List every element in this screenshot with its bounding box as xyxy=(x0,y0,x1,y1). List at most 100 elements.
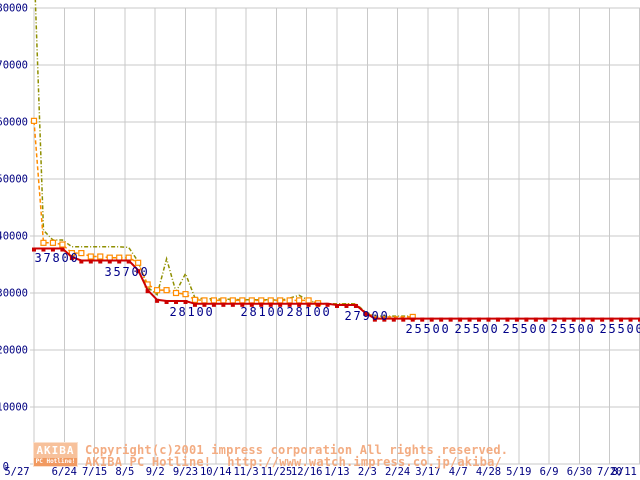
x-tick-label: 11/3 xyxy=(233,466,258,478)
data-point-marker xyxy=(69,256,74,261)
price-annotation: 35700 xyxy=(104,265,149,279)
price-annotation: 25500 xyxy=(550,322,595,336)
data-point-marker xyxy=(126,259,131,264)
price-annotation: 25500 xyxy=(599,322,640,336)
data-point-marker xyxy=(135,259,142,266)
data-point-marker xyxy=(68,250,75,257)
data-point-marker xyxy=(505,317,510,322)
data-point-marker xyxy=(571,317,576,322)
x-tick-label: 8/11 xyxy=(612,466,637,478)
y-tick-label: 70000 xyxy=(0,60,28,72)
x-tick-label: 3/17 xyxy=(415,466,440,478)
data-point-marker xyxy=(183,299,188,304)
x-tick-label: 4/28 xyxy=(476,466,501,478)
data-point-marker xyxy=(202,302,207,307)
price-annotation: 25500 xyxy=(502,322,547,336)
data-point-marker xyxy=(638,317,640,322)
y-tick-label: 10000 xyxy=(0,402,28,414)
data-point-marker xyxy=(136,269,141,274)
data-point-marker xyxy=(619,317,624,322)
series-average-price xyxy=(30,117,416,321)
data-point-marker xyxy=(286,297,293,304)
data-point-marker xyxy=(107,259,112,264)
data-point-marker xyxy=(325,302,330,307)
data-point-marker xyxy=(514,317,519,322)
x-tick-label: 2/24 xyxy=(385,466,410,478)
x-tick-label: 1/13 xyxy=(324,466,349,478)
data-point-marker xyxy=(495,317,500,322)
data-point-marker xyxy=(50,247,55,252)
grid xyxy=(30,7,640,465)
copyright-text: Copyright(c)2001 impress corporation All… xyxy=(85,443,509,457)
x-tick-label: 6/24 xyxy=(52,466,77,478)
data-point-marker xyxy=(240,302,245,307)
y-axis-labels: 80000 70000 60000 50000 40000 30000 20000 10000… xyxy=(0,3,28,474)
data-point-marker xyxy=(40,239,47,246)
data-point-marker xyxy=(458,317,463,322)
data-point-marker xyxy=(221,302,226,307)
data-point-marker xyxy=(609,317,614,322)
data-point-marker xyxy=(477,317,482,322)
data-point-marker xyxy=(486,317,491,322)
data-point-marker xyxy=(277,297,284,304)
data-point-marker xyxy=(98,259,103,264)
data-point-marker xyxy=(335,303,339,308)
x-tick-label: 8/5 xyxy=(115,466,134,478)
y-tick-label: 20000 xyxy=(0,345,28,357)
data-point-marker xyxy=(533,317,538,322)
data-point-marker xyxy=(78,250,85,257)
data-point-marker xyxy=(382,317,387,322)
data-point-marker xyxy=(155,298,160,303)
price-annotation: 25500 xyxy=(405,322,450,336)
data-point-marker xyxy=(116,254,123,261)
data-point-marker xyxy=(363,311,368,316)
data-point-marker xyxy=(467,317,472,322)
site-url-text: http://www.watch.impress.co.jp/akiba/ xyxy=(227,455,502,469)
data-point-marker xyxy=(268,302,273,307)
logo-pchotline-text: PC Hotline! xyxy=(34,458,77,466)
data-point-marker xyxy=(220,297,227,304)
data-point-marker xyxy=(344,303,349,308)
price-annotation: 28100 xyxy=(286,305,331,319)
series-highest-price xyxy=(34,0,413,317)
data-point-marker xyxy=(117,259,122,264)
series-lowest-price xyxy=(32,247,640,322)
data-point-marker xyxy=(32,247,36,252)
data-point-marker xyxy=(59,241,66,248)
x-axis-labels: 5/27 6/24 7/15 8/5 9/2 9/23 10/14 11/3 11/2512/1… xyxy=(4,466,636,478)
data-point-marker xyxy=(41,247,46,252)
data-point-marker xyxy=(628,317,633,322)
akiba-pc-hotline-logo: AKIBA PC Hotline! xyxy=(33,442,78,467)
data-point-marker xyxy=(401,317,406,322)
data-point-marker xyxy=(600,317,605,322)
x-tick-label: 7/15 xyxy=(82,466,107,478)
x-tick-label: 5/19 xyxy=(506,466,531,478)
data-point-marker xyxy=(296,297,303,304)
data-point-marker xyxy=(97,253,104,260)
data-point-marker xyxy=(125,254,132,261)
y-tick-label: 50000 xyxy=(0,174,28,186)
data-point-marker xyxy=(201,297,208,304)
y-tick-label: 40000 xyxy=(0,231,28,243)
x-tick-label: 10/14 xyxy=(200,466,232,478)
data-point-marker xyxy=(163,287,170,294)
price-annotation: 28100 xyxy=(169,305,214,319)
data-point-marker xyxy=(410,317,415,322)
data-point-marker xyxy=(562,317,567,322)
data-point-marker xyxy=(79,259,84,264)
data-point-marker xyxy=(258,297,265,304)
data-point-marker xyxy=(30,117,38,124)
data-point-marker xyxy=(153,287,161,294)
data-point-marker xyxy=(49,239,57,246)
x-tick-label: 2/3 xyxy=(358,466,377,478)
data-point-marker xyxy=(259,302,264,307)
data-point-marker xyxy=(230,302,235,307)
data-point-marker xyxy=(145,289,150,294)
data-point-marker xyxy=(182,291,189,298)
data-point-marker xyxy=(305,297,312,304)
data-point-marker xyxy=(391,317,396,322)
data-point-marker xyxy=(316,302,321,307)
